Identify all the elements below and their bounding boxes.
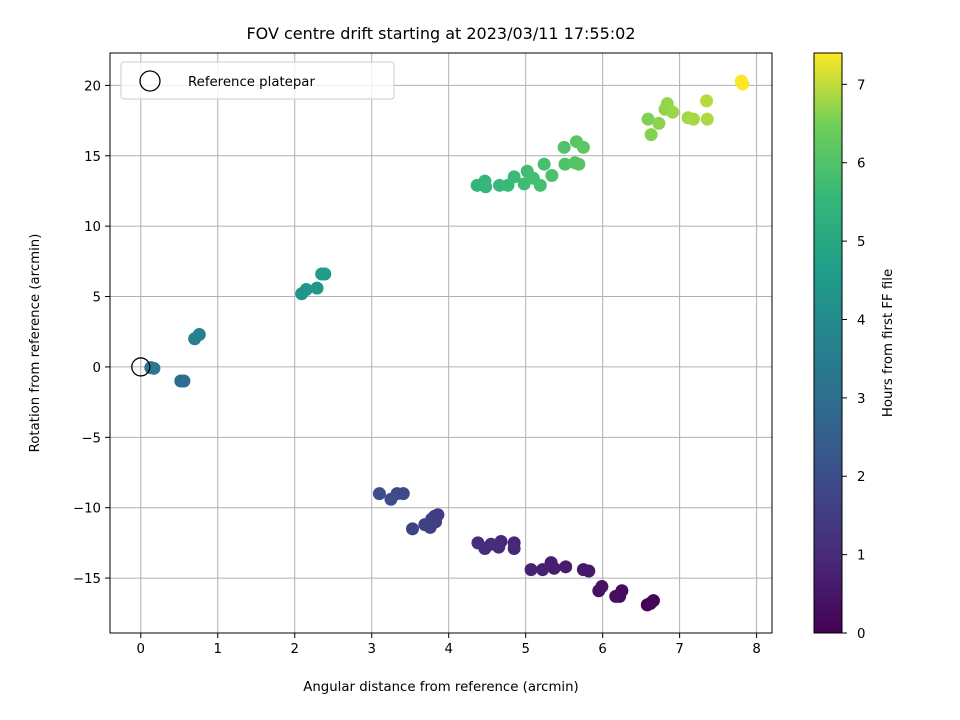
x-tick-label: 8 bbox=[752, 642, 760, 657]
y-tick-label: 5 bbox=[93, 291, 101, 306]
x-axis-label: Angular distance from reference (arcmin) bbox=[303, 680, 578, 695]
data-point bbox=[558, 157, 572, 171]
data-point bbox=[572, 157, 586, 171]
data-point bbox=[372, 487, 386, 501]
x-tick-label: 1 bbox=[214, 642, 222, 657]
data-point bbox=[192, 328, 206, 342]
colorbar-tick-label: 4 bbox=[857, 313, 865, 328]
data-point bbox=[537, 157, 551, 171]
reference-marker bbox=[131, 357, 151, 377]
grid bbox=[110, 53, 772, 633]
data-point bbox=[533, 178, 547, 192]
data-point bbox=[524, 563, 538, 577]
x-tick-label: 3 bbox=[367, 642, 375, 657]
data-point bbox=[644, 128, 658, 142]
colorbar: 0 1 2 3 4 5 6 7 Hours from first FF file bbox=[813, 52, 896, 642]
colorbar-tick-label: 5 bbox=[857, 235, 865, 250]
colorbar-label: Hours from first FF file bbox=[881, 269, 896, 417]
data-point bbox=[545, 168, 559, 182]
x-tick-label: 0 bbox=[137, 642, 145, 657]
y-axis-label: Rotation from reference (arcmin) bbox=[28, 234, 43, 453]
x-tick-label: 2 bbox=[291, 642, 299, 657]
data-point bbox=[700, 94, 714, 108]
data-point bbox=[595, 580, 609, 594]
y-tick-label: −15 bbox=[73, 572, 101, 587]
data-point bbox=[147, 361, 161, 375]
legend: Reference platepar bbox=[120, 61, 395, 100]
colorbar-tick-label: 7 bbox=[857, 78, 865, 93]
y-tick-label: 20 bbox=[84, 79, 101, 94]
data-point bbox=[418, 518, 432, 532]
data-points bbox=[144, 74, 750, 612]
plot-frame bbox=[109, 52, 773, 634]
data-point bbox=[384, 492, 398, 506]
data-point bbox=[609, 589, 623, 603]
y-axis-ticks: −15 −10 −5 0 5 10 15 20 bbox=[73, 79, 110, 587]
colorbar-tick-label: 3 bbox=[857, 392, 865, 407]
data-point bbox=[406, 522, 420, 536]
reference-marker-group bbox=[131, 357, 151, 377]
data-point bbox=[557, 140, 571, 154]
data-point bbox=[479, 180, 493, 194]
x-tick-label: 7 bbox=[675, 642, 683, 657]
data-point bbox=[507, 170, 521, 184]
x-tick-label: 5 bbox=[521, 642, 529, 657]
data-point bbox=[643, 596, 657, 610]
data-point bbox=[686, 112, 700, 126]
x-axis-ticks: 0 1 2 3 4 5 6 7 8 bbox=[137, 633, 761, 657]
data-point bbox=[582, 564, 596, 578]
y-tick-label: 15 bbox=[84, 150, 101, 165]
y-tick-label: 0 bbox=[93, 361, 101, 376]
y-tick-label: −5 bbox=[81, 431, 101, 446]
data-point bbox=[652, 116, 666, 130]
legend-label: Reference platepar bbox=[188, 75, 315, 90]
data-point bbox=[507, 542, 521, 556]
legend-box bbox=[120, 61, 395, 100]
x-tick-label: 6 bbox=[598, 642, 606, 657]
data-point bbox=[641, 112, 655, 126]
data-point bbox=[559, 560, 573, 574]
colorbar-ticks: 0 1 2 3 4 5 6 7 bbox=[842, 78, 865, 642]
data-point bbox=[310, 281, 324, 295]
data-point bbox=[471, 536, 485, 550]
data-point bbox=[299, 283, 313, 297]
y-tick-label: −10 bbox=[73, 502, 101, 517]
data-point bbox=[318, 267, 332, 281]
data-point bbox=[536, 563, 550, 577]
colorbar-tick-label: 6 bbox=[857, 157, 865, 172]
colorbar-tick-label: 1 bbox=[857, 549, 865, 564]
colorbar-tick-label: 2 bbox=[857, 470, 865, 485]
colorbar-tick-label: 0 bbox=[857, 627, 865, 642]
data-point bbox=[576, 140, 590, 154]
x-tick-label: 4 bbox=[444, 642, 452, 657]
data-point bbox=[736, 77, 750, 91]
data-point bbox=[700, 112, 714, 126]
data-point bbox=[666, 105, 680, 119]
y-tick-label: 10 bbox=[84, 220, 101, 235]
colorbar-gradient bbox=[813, 52, 843, 634]
legend-marker-icon bbox=[139, 70, 161, 92]
data-point bbox=[177, 374, 191, 388]
chart-title: FOV centre drift starting at 2023/03/11 … bbox=[246, 24, 635, 43]
